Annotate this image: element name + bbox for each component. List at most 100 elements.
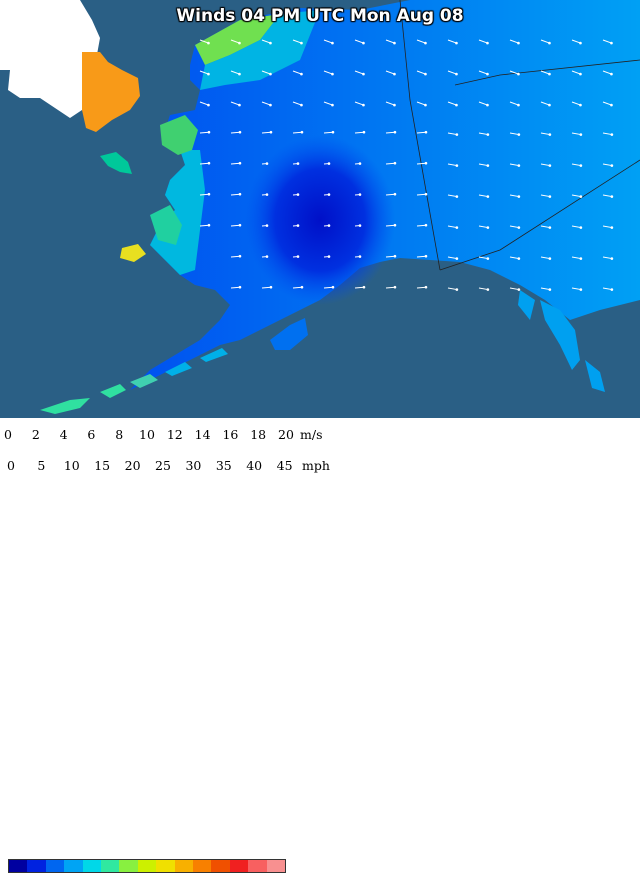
wind-arrow-head (300, 42, 303, 45)
color-scale-bar (8, 859, 286, 873)
mph-tick: 40 (246, 458, 262, 473)
wind-arrow-head (579, 73, 582, 76)
wind-arrow-head (611, 257, 614, 260)
wind-arrow-head (359, 162, 362, 165)
wind-arrow-head (239, 193, 242, 196)
wind-arrow-head (549, 257, 552, 260)
color-swatch (211, 860, 229, 872)
wind-arrow-head (269, 104, 272, 107)
color-swatch (119, 860, 137, 872)
wind-arrow-head (611, 195, 614, 198)
wind-arrow-head (207, 104, 210, 107)
wind-arrow-head (548, 104, 551, 107)
color-swatch (27, 860, 45, 872)
wind-arrow-head (393, 104, 396, 107)
color-swatch (193, 860, 211, 872)
mph-tick: 45 (277, 458, 293, 473)
wind-arrow-head (425, 286, 428, 289)
wind-arrow-head (456, 226, 459, 229)
color-swatch (83, 860, 101, 872)
wind-arrow-head (331, 73, 334, 76)
wind-arrow-head (394, 193, 397, 196)
wind-arrow-head (580, 226, 583, 229)
wind-arrow-head (359, 224, 362, 227)
color-swatch (156, 860, 174, 872)
wind-arrow-head (270, 131, 273, 134)
wind-arrow-head (580, 133, 583, 136)
wind-arrow-head (269, 42, 272, 45)
color-swatch (64, 860, 82, 872)
wind-arrow-head (208, 224, 211, 227)
wind-arrow-head (456, 195, 459, 198)
wind-arrow-head (486, 73, 489, 76)
wind-arrow-head (239, 255, 242, 258)
ms-tick: 12 (167, 427, 183, 442)
wind-arrow-head (487, 257, 490, 260)
wind-arrow-head (331, 104, 334, 107)
wind-arrow-head (548, 42, 551, 45)
wind-arrow-head (518, 226, 521, 229)
wind-arrow-head (297, 193, 300, 196)
wind-arrow-head (394, 255, 397, 258)
wind-arrow-head (455, 73, 458, 76)
wind-arrow-head (549, 195, 552, 198)
wind-arrow-head (518, 195, 521, 198)
calm-interior-zone (245, 135, 395, 305)
wind-arrow-head (580, 195, 583, 198)
wind-arrow-head (332, 131, 335, 134)
wind-arrow-head (269, 73, 272, 76)
wind-arrow-head (517, 104, 520, 107)
wind-arrow-head (580, 288, 583, 291)
wind-arrow-head (456, 133, 459, 136)
wind-arrow-head (300, 104, 303, 107)
wind-arrow-head (239, 286, 242, 289)
ms-tick: 14 (195, 427, 211, 442)
wind-arrow-head (548, 73, 551, 76)
mph-tick: 10 (64, 458, 80, 473)
wind-arrow-head (301, 286, 304, 289)
wind-arrow-head (487, 226, 490, 229)
color-swatch (138, 860, 156, 872)
wind-arrow-head (328, 255, 331, 258)
wind-arrow-head (518, 164, 521, 167)
wind-arrow-head (328, 193, 331, 196)
mph-tick: 0 (7, 458, 15, 473)
color-swatch (9, 860, 27, 872)
map-title: Winds 04 PM UTC Mon Aug 08 (0, 6, 640, 26)
wind-arrow-head (425, 224, 428, 227)
wind-arrow-head (580, 164, 583, 167)
wind-arrow-head (300, 73, 303, 76)
wind-arrow-head (486, 42, 489, 45)
wind-arrow-head (580, 257, 583, 260)
wind-arrow-head (297, 224, 300, 227)
wind-arrow-head (393, 73, 396, 76)
color-swatch (46, 860, 64, 872)
wind-arrow-head (208, 193, 211, 196)
wind-arrow-head (610, 42, 613, 45)
ms-tick: 4 (60, 427, 68, 442)
wind-arrow-head (363, 286, 366, 289)
wind-arrow-head (549, 288, 552, 291)
wind-arrow-head (456, 164, 459, 167)
wind-arrow-head (239, 162, 242, 165)
wind-arrow-head (297, 162, 300, 165)
wind-arrow-head (239, 224, 242, 227)
wind-arrow-head (455, 42, 458, 45)
ms-tick: 6 (87, 427, 95, 442)
ms-tick: 2 (32, 427, 40, 442)
wind-arrow-head (270, 286, 273, 289)
color-swatch (175, 860, 193, 872)
wind-arrow-head (518, 257, 521, 260)
wind-arrow-head (207, 42, 210, 45)
wind-arrow-head (238, 73, 241, 76)
wind-arrow-head (487, 133, 490, 136)
wind-arrow-head (425, 255, 428, 258)
wind-arrow-head (238, 42, 241, 45)
wind-arrow-head (579, 42, 582, 45)
ms-tick: 0 (4, 427, 12, 442)
wind-arrow-head (301, 131, 304, 134)
wind-arrow-head (362, 73, 365, 76)
wind-arrow-head (518, 288, 521, 291)
wind-arrow-head (207, 73, 210, 76)
